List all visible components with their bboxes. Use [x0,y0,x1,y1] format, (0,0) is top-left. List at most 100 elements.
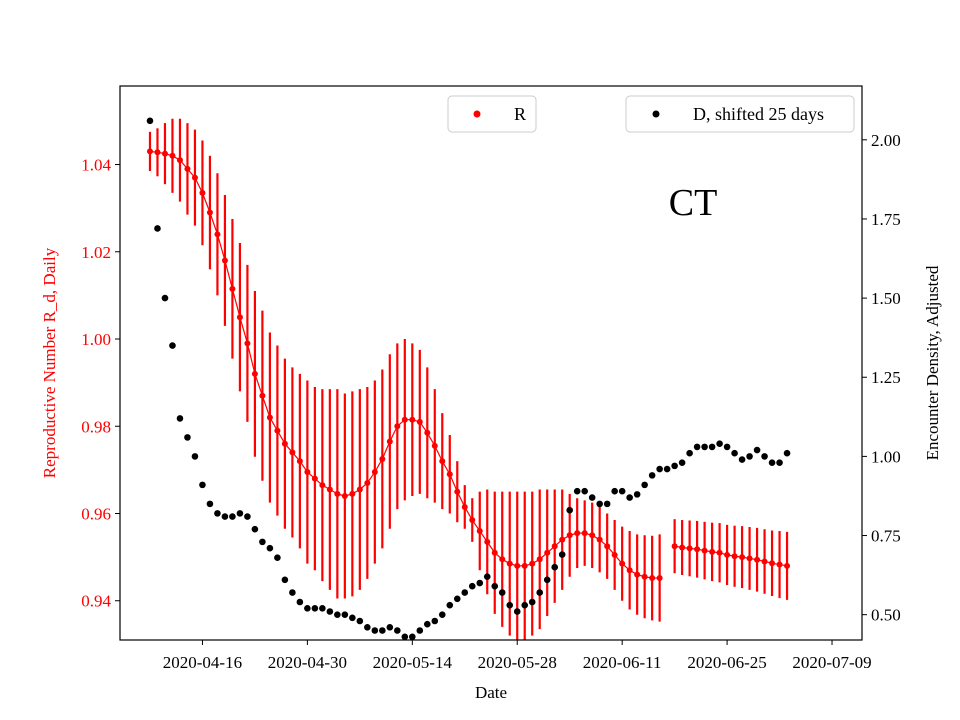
d-point [184,434,191,441]
left-y-tick-label: 1.02 [81,243,111,262]
d-point [266,544,274,552]
d-point [656,465,663,473]
d-point [311,605,319,612]
d-point [746,453,753,460]
d-point [708,443,716,451]
legend-d: D, shifted 25 days [625,95,855,133]
d-point [386,624,394,631]
d-point [364,624,371,631]
d-point [296,598,304,606]
d-point [214,510,221,517]
r-trend-segment [449,473,458,492]
x-tick-label: 2020-04-30 [268,653,347,672]
d-point [259,538,266,546]
d-series [146,117,791,641]
right-y-axis-label: Encounter Density, Adjusted [923,265,942,460]
r-trend-segment [216,234,226,261]
d-point [341,611,349,618]
d-point [394,627,401,634]
d-point [498,589,506,596]
d-point [723,443,731,451]
d-point [626,494,633,501]
r-trend-segment [254,373,263,396]
d-point [551,563,559,571]
legend-d-label: D, shifted 25 days [693,104,824,124]
d-point [611,487,618,495]
legend-r-label: R [514,104,526,124]
left-y-axis-label: Reproductive Number R_d, Daily [40,247,59,478]
plot-frame [119,85,863,641]
d-point [573,487,581,495]
left-y-tick-label: 0.96 [81,504,111,523]
left-y-tick-label: 0.94 [81,592,111,611]
left-y-tick-label: 1.04 [81,156,111,175]
d-point [513,608,521,615]
d-point [596,500,603,508]
x-axis-label: Date [475,683,507,702]
legend-d-marker [652,110,660,118]
d-point [543,576,551,584]
d-point [693,443,701,451]
d-point [326,608,334,615]
legend-d-box [625,95,855,133]
r-trend-segment [224,260,234,289]
d-point [409,633,416,641]
d-point [431,617,439,625]
d-point [581,487,588,495]
r-trend-segment [381,441,391,460]
r-series [146,118,791,640]
d-point [289,589,296,596]
d-point [686,449,693,457]
d-point [229,513,236,520]
d-point [461,589,469,596]
x-tick-label: 2020-06-25 [687,653,766,672]
right-y-tick-label: 1.50 [871,289,901,308]
d-point [701,443,708,451]
d-point [356,617,364,625]
d-point [483,573,491,580]
d-point [401,633,409,641]
d-point [453,595,461,603]
d-point [663,465,671,473]
right-y-tick-label: 1.00 [871,447,901,466]
d-point [199,481,206,489]
x-axis: 2020-04-16 2020-04-30 2020-05-14 2020-05-28… [163,640,872,672]
d-point [528,598,536,606]
right-y-tick-label: 1.75 [871,210,901,229]
d-point [768,459,776,467]
right-y-tick-label: 2.00 [871,131,901,150]
d-point [304,605,311,612]
d-point [146,117,154,125]
d-point [191,453,199,460]
d-point [438,611,446,618]
d-point [558,551,566,558]
x-tick-label: 2020-06-11 [583,653,662,672]
r-trend-segment [239,317,248,344]
right-y-tick-label: 1.25 [871,368,901,387]
d-point [753,446,761,454]
r-trend-segment [201,192,211,213]
d-point [244,513,251,520]
x-tick-label: 2020-05-28 [478,653,557,672]
d-point [476,579,484,587]
x-tick-label: 2020-05-14 [373,653,453,672]
d-point [716,440,723,448]
d-point [648,472,656,479]
d-point [521,601,529,609]
d-point [416,627,424,634]
r-trend-segment [231,288,241,318]
d-point [371,627,379,634]
d-point [379,627,386,634]
x-tick-label: 2020-04-16 [163,653,242,672]
d-point [281,576,289,584]
right-y-tick-label: 0.75 [871,527,901,546]
d-point [776,459,783,467]
d-point [349,614,356,622]
d-point [678,459,686,467]
d-point [154,225,161,232]
d-point [506,601,514,609]
d-point [731,449,738,457]
d-point [468,582,476,590]
d-point [618,487,626,495]
